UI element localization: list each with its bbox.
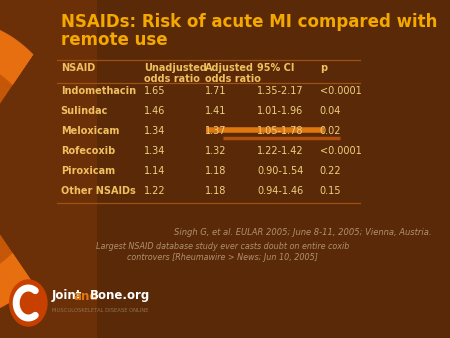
Text: 1.22-1.42: 1.22-1.42	[257, 146, 304, 156]
Text: 1.34: 1.34	[144, 146, 166, 156]
Text: controvers [Rheumawire > News; Jun 10, 2005]: controvers [Rheumawire > News; Jun 10, 2…	[127, 253, 318, 262]
Text: Meloxicam: Meloxicam	[61, 126, 119, 136]
Text: p: p	[320, 63, 327, 73]
Text: 1.05-1.78: 1.05-1.78	[257, 126, 304, 136]
Text: 1.32: 1.32	[205, 146, 226, 156]
Text: Adjusted
odds ratio: Adjusted odds ratio	[205, 63, 261, 84]
Text: 0.04: 0.04	[320, 106, 341, 116]
FancyBboxPatch shape	[0, 0, 364, 338]
Text: 0.22: 0.22	[320, 166, 342, 176]
Text: 1.34: 1.34	[144, 126, 166, 136]
Text: Largest NSAID database study ever casts doubt on entire coxib: Largest NSAID database study ever casts …	[96, 242, 349, 251]
Text: Bone.org: Bone.org	[90, 290, 150, 303]
Text: NSAID: NSAID	[61, 63, 95, 73]
Text: 0.90-1.54: 0.90-1.54	[257, 166, 304, 176]
Text: 1.35-2.17: 1.35-2.17	[257, 86, 304, 96]
Text: 1.18: 1.18	[205, 186, 226, 196]
Text: 1.18: 1.18	[205, 166, 226, 176]
Text: 1.41: 1.41	[205, 106, 226, 116]
Text: 1.14: 1.14	[144, 166, 166, 176]
Text: 0.02: 0.02	[320, 126, 341, 136]
Text: Sulindac: Sulindac	[61, 106, 108, 116]
Text: 1.65: 1.65	[144, 86, 166, 96]
Text: Other NSAIDs: Other NSAIDs	[61, 186, 135, 196]
Text: remote use: remote use	[61, 31, 167, 49]
Text: 1.71: 1.71	[205, 86, 226, 96]
FancyBboxPatch shape	[0, 0, 97, 338]
Text: 1.01-1.96: 1.01-1.96	[257, 106, 304, 116]
Text: Unadjusted
odds ratio: Unadjusted odds ratio	[144, 63, 207, 84]
Text: <0.0001: <0.0001	[320, 146, 361, 156]
Text: Piroxicam: Piroxicam	[61, 166, 115, 176]
Text: 1.37: 1.37	[205, 126, 226, 136]
Circle shape	[10, 280, 47, 326]
Text: and: and	[74, 290, 99, 303]
Text: Joint: Joint	[52, 290, 82, 303]
Text: 1.22: 1.22	[144, 186, 166, 196]
Text: 0.94-1.46: 0.94-1.46	[257, 186, 304, 196]
Text: <0.0001: <0.0001	[320, 86, 361, 96]
Text: 95% CI: 95% CI	[257, 63, 295, 73]
Text: 0.15: 0.15	[320, 186, 341, 196]
Text: NSAIDs: Risk of acute MI compared with: NSAIDs: Risk of acute MI compared with	[61, 13, 437, 31]
Text: Indomethacin: Indomethacin	[61, 86, 136, 96]
Text: Singh G, et al. EULAR 2005; June 8-11, 2005; Vienna, Austria.: Singh G, et al. EULAR 2005; June 8-11, 2…	[174, 228, 432, 237]
Text: 1.46: 1.46	[144, 106, 166, 116]
Text: MUSCULOSKELETAL DISEASE ONLINE: MUSCULOSKELETAL DISEASE ONLINE	[52, 308, 148, 313]
Text: Rofecoxib: Rofecoxib	[61, 146, 115, 156]
